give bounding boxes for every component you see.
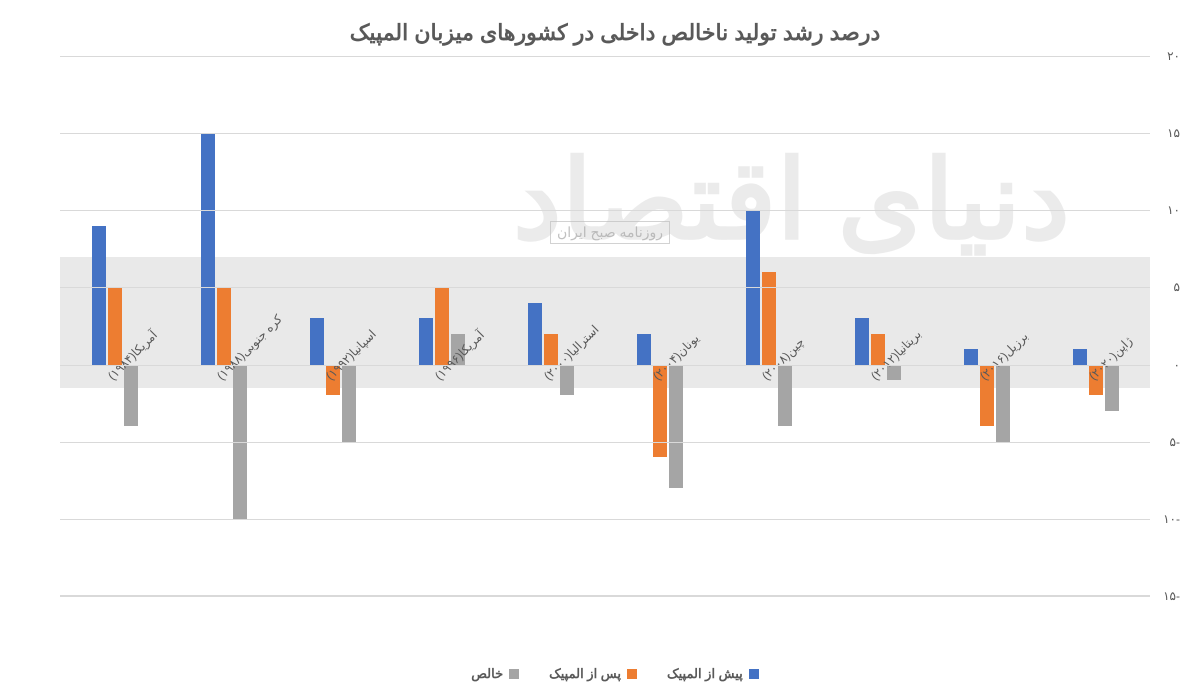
bar-rect xyxy=(964,349,978,364)
bar xyxy=(124,56,138,595)
category-group: بریتانیا(۲۰۱۲) xyxy=(823,56,932,595)
bar xyxy=(233,56,247,595)
gridline xyxy=(60,210,1150,211)
bar xyxy=(201,56,215,595)
bars-area: آمریکا(۱۹۸۴)کره جنوبی(۱۹۸۸)اسپانیا(۱۹۹۲)… xyxy=(60,56,1150,595)
bar xyxy=(980,56,994,595)
bar xyxy=(746,56,760,595)
bar xyxy=(544,56,558,595)
bar xyxy=(419,56,433,595)
category-group: آمریکا(۱۹۹۶) xyxy=(387,56,496,595)
bar-rect xyxy=(778,365,792,427)
bar-rect xyxy=(1073,349,1087,364)
legend-swatch xyxy=(509,669,519,679)
bar-rect xyxy=(528,303,542,365)
gridline xyxy=(60,287,1150,288)
legend-swatch xyxy=(627,669,637,679)
bar-group xyxy=(419,56,465,595)
bar xyxy=(217,56,231,595)
bar-rect xyxy=(435,287,449,364)
bar-group xyxy=(855,56,901,595)
category-group: آمریکا(۱۹۸۴) xyxy=(60,56,169,595)
category-group: چین(۲۰۰۸) xyxy=(714,56,823,595)
bar-rect xyxy=(310,318,324,364)
bar xyxy=(560,56,574,595)
bar-group xyxy=(1073,56,1119,595)
category-group: برزیل(۲۰۱۶) xyxy=(932,56,1041,595)
gridline xyxy=(60,56,1150,57)
legend-item: خالص xyxy=(471,666,519,682)
bar-rect xyxy=(637,334,651,365)
legend-label: پس از المپیک xyxy=(549,666,621,682)
bar-group xyxy=(92,56,138,595)
y-tick-label: -۱۰ xyxy=(1163,512,1180,526)
bar-rect xyxy=(201,133,215,364)
bar-rect xyxy=(124,365,138,427)
y-tick-label: ۰ xyxy=(1174,358,1180,372)
legend-item: پس از المپیک xyxy=(549,666,637,682)
bar xyxy=(451,56,465,595)
bar-rect xyxy=(996,365,1010,442)
bar xyxy=(326,56,340,595)
bar-group xyxy=(964,56,1010,595)
category-group: ژاپن(۲۰۲۰) xyxy=(1041,56,1150,595)
bar xyxy=(778,56,792,595)
bar-group xyxy=(637,56,683,595)
legend-swatch xyxy=(749,669,759,679)
bar-group xyxy=(746,56,792,595)
category-group: اسپانیا(۱۹۹۲) xyxy=(278,56,387,595)
bar xyxy=(996,56,1010,595)
bar xyxy=(108,56,122,595)
y-tick-label: ۱۰ xyxy=(1167,203,1180,217)
plot-area: ۲۰۱۵۱۰۵۰-۵-۱۰-۱۵ دنیای اقتصاد روزنامه صب… xyxy=(60,56,1150,596)
chart-title: درصد رشد تولید ناخالص داخلی در کشورهای م… xyxy=(60,20,1170,46)
bar xyxy=(342,56,356,595)
bar xyxy=(653,56,667,595)
legend-label: خالص xyxy=(471,666,503,682)
y-tick-label: ۵ xyxy=(1174,280,1180,294)
bar-rect xyxy=(762,272,776,365)
bar xyxy=(762,56,776,595)
chart-container: درصد رشد تولید ناخالص داخلی در کشورهای م… xyxy=(0,0,1200,689)
gridline xyxy=(60,133,1150,134)
bar xyxy=(1073,56,1087,595)
bar xyxy=(1105,56,1119,595)
category-group: یونان(۲۰۰۴) xyxy=(605,56,714,595)
y-tick-label: -۵ xyxy=(1170,435,1180,449)
y-tick-label: ۲۰ xyxy=(1167,49,1180,63)
bar-rect xyxy=(419,318,433,364)
bar-rect xyxy=(669,365,683,488)
bar-rect xyxy=(855,318,869,364)
bar xyxy=(669,56,683,595)
bar-rect xyxy=(92,226,106,365)
bar xyxy=(964,56,978,595)
y-tick-label: -۱۵ xyxy=(1163,589,1180,603)
bar xyxy=(435,56,449,595)
bar xyxy=(855,56,869,595)
y-tick-label: ۱۵ xyxy=(1167,126,1180,140)
legend-label: پیش از المپیک xyxy=(667,666,743,682)
category-group: استرالیا(۲۰۰۰) xyxy=(496,56,605,595)
bar xyxy=(887,56,901,595)
bar xyxy=(871,56,885,595)
bar-rect xyxy=(217,287,231,364)
bar xyxy=(528,56,542,595)
gridline xyxy=(60,365,1150,366)
y-axis: ۲۰۱۵۱۰۵۰-۵-۱۰-۱۵ xyxy=(1150,56,1180,595)
legend-item: پیش از المپیک xyxy=(667,666,759,682)
gridline xyxy=(60,596,1150,597)
legend: پیش از المپیک پس از المپیک خالص xyxy=(60,666,1170,682)
bar-group xyxy=(310,56,356,595)
bar-group xyxy=(528,56,574,595)
gridline xyxy=(60,519,1150,520)
bar-group xyxy=(201,56,247,595)
bar xyxy=(1089,56,1103,595)
bar xyxy=(637,56,651,595)
bar xyxy=(310,56,324,595)
bar xyxy=(92,56,106,595)
gridline xyxy=(60,442,1150,443)
bar-rect xyxy=(342,365,356,442)
bar-rect xyxy=(108,287,122,364)
category-group: کره جنوبی(۱۹۸۸) xyxy=(169,56,278,595)
